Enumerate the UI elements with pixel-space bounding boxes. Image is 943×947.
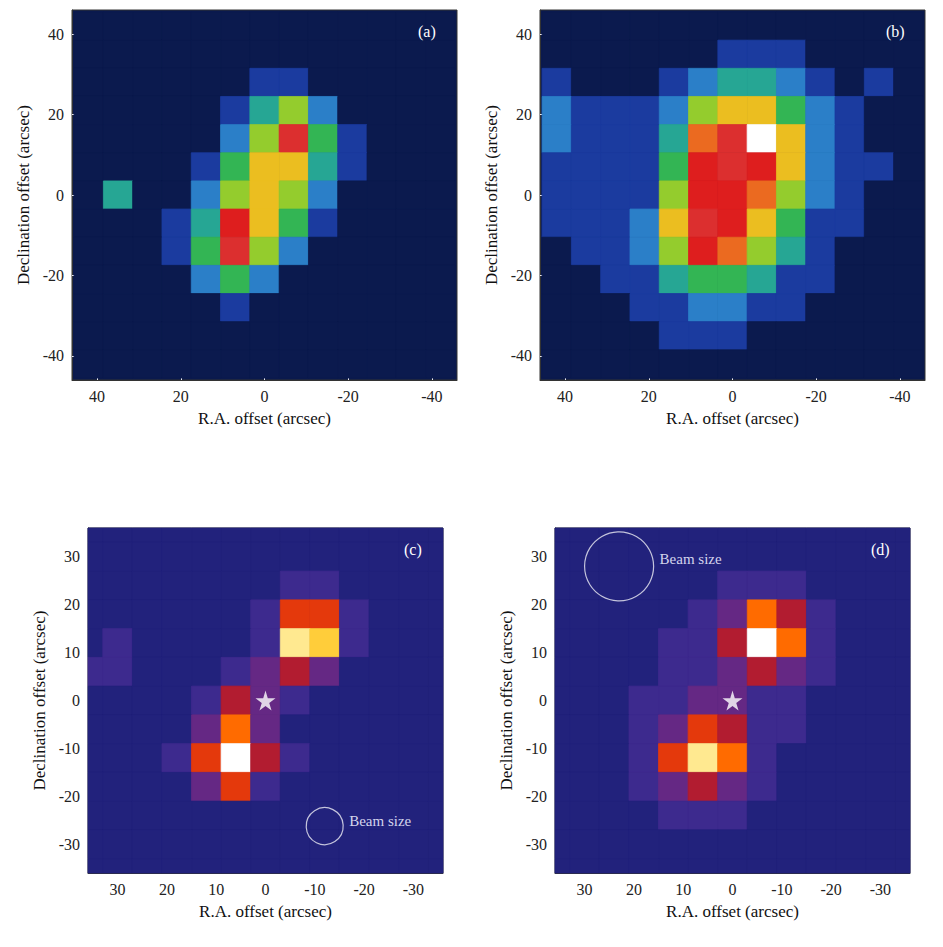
svg-text:20: 20: [641, 388, 657, 405]
svg-text:10: 10: [531, 644, 547, 661]
svg-text:-10: -10: [59, 740, 80, 757]
svg-text:R.A. offset (arcsec): R.A. offset (arcsec): [666, 902, 799, 921]
svg-text:20: 20: [531, 596, 547, 613]
svg-text:20: 20: [64, 596, 80, 613]
svg-text:10: 10: [208, 881, 224, 898]
svg-text:20: 20: [626, 881, 642, 898]
svg-text:-40: -40: [43, 347, 64, 364]
svg-text:Declination offset (arcsec): Declination offset (arcsec): [497, 611, 516, 791]
svg-text:0: 0: [262, 881, 270, 898]
svg-text:-40: -40: [421, 388, 442, 405]
svg-text:-30: -30: [870, 881, 891, 898]
svg-text:20: 20: [159, 881, 175, 898]
svg-text:0: 0: [524, 187, 532, 204]
svg-text:30: 30: [577, 881, 593, 898]
svg-text:0: 0: [261, 388, 269, 405]
svg-text:0: 0: [729, 881, 737, 898]
svg-text:-30: -30: [403, 881, 424, 898]
svg-text:30: 30: [64, 548, 80, 565]
svg-text:-20: -20: [353, 881, 374, 898]
svg-text:20: 20: [48, 106, 64, 123]
svg-text:Beam size: Beam size: [349, 813, 411, 829]
svg-text:-10: -10: [304, 881, 325, 898]
svg-text:(a): (a): [418, 23, 436, 41]
svg-text:Declination offset (arcsec): Declination offset (arcsec): [482, 105, 501, 285]
svg-text:-30: -30: [526, 836, 547, 853]
svg-text:40: 40: [557, 388, 573, 405]
svg-text:-20: -20: [59, 788, 80, 805]
svg-text:R.A. offset (arcsec): R.A. offset (arcsec): [198, 409, 331, 428]
svg-text:-40: -40: [511, 347, 532, 364]
svg-text:(c): (c): [404, 541, 422, 559]
svg-text:Declination offset (arcsec): Declination offset (arcsec): [30, 611, 49, 791]
svg-text:30: 30: [531, 548, 547, 565]
svg-text:10: 10: [64, 644, 80, 661]
svg-text:40: 40: [89, 388, 105, 405]
svg-text:-30: -30: [59, 836, 80, 853]
svg-text:0: 0: [729, 388, 737, 405]
svg-text:30: 30: [110, 881, 126, 898]
svg-text:R.A. offset (arcsec): R.A. offset (arcsec): [199, 902, 332, 921]
svg-text:40: 40: [48, 26, 64, 43]
svg-text:-10: -10: [771, 881, 792, 898]
svg-text:-20: -20: [511, 267, 532, 284]
svg-text:-20: -20: [338, 388, 359, 405]
svg-text:(d): (d): [871, 541, 890, 559]
svg-text:20: 20: [173, 388, 189, 405]
svg-text:0: 0: [72, 692, 80, 709]
svg-text:-20: -20: [820, 881, 841, 898]
svg-text:10: 10: [675, 881, 691, 898]
svg-text:40: 40: [516, 26, 532, 43]
svg-text:-20: -20: [806, 388, 827, 405]
svg-text:0: 0: [56, 187, 64, 204]
svg-text:Declination offset (arcsec): Declination offset (arcsec): [14, 105, 33, 285]
svg-text:(b): (b): [886, 23, 905, 41]
svg-text:0: 0: [539, 692, 547, 709]
svg-text:R.A. offset (arcsec): R.A. offset (arcsec): [666, 409, 799, 428]
svg-text:-40: -40: [889, 388, 910, 405]
svg-text:Beam size: Beam size: [660, 551, 722, 567]
svg-text:-10: -10: [526, 740, 547, 757]
svg-text:-20: -20: [526, 788, 547, 805]
svg-text:20: 20: [516, 106, 532, 123]
svg-text:-20: -20: [43, 267, 64, 284]
